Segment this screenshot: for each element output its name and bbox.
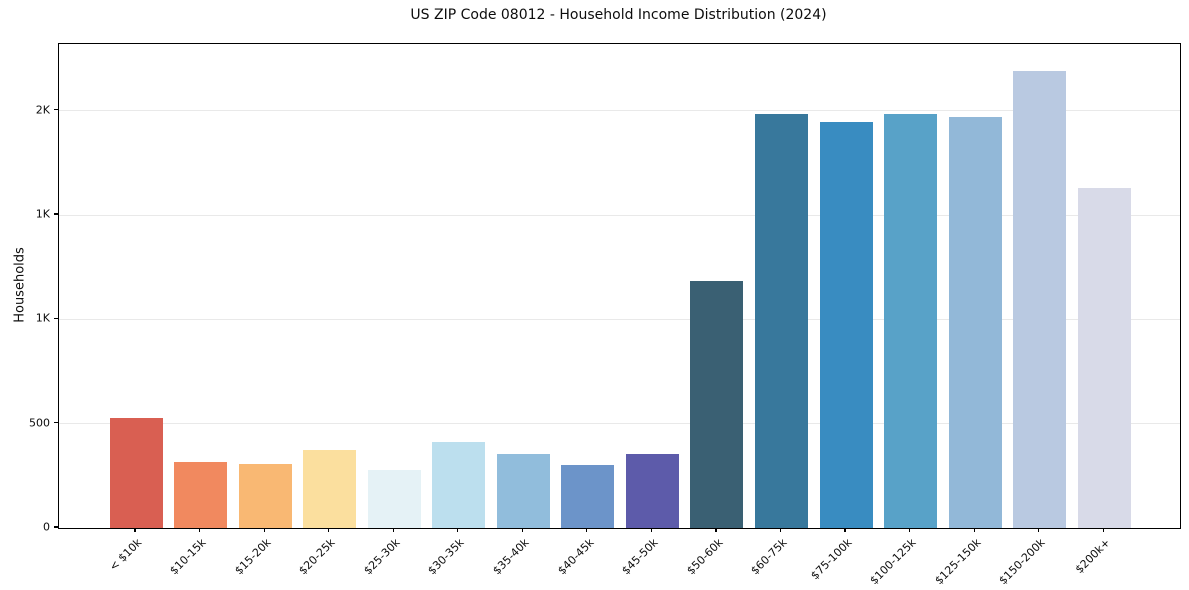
x-tick-mark xyxy=(650,528,652,532)
plot-area xyxy=(58,43,1181,529)
x-tick-label: $10-15k xyxy=(167,536,209,578)
bar xyxy=(561,465,615,528)
y-tick-label: 500 xyxy=(29,416,50,430)
x-tick-mark xyxy=(909,528,911,532)
y-tick-label: 0 xyxy=(43,520,50,534)
x-tick-mark xyxy=(779,528,782,532)
x-tick-label: $30-35k xyxy=(425,536,467,578)
x-tick-label: $50-60k xyxy=(683,536,726,578)
bar xyxy=(884,113,938,528)
x-tick-label: $40-45k xyxy=(554,536,597,578)
x-tick-mark xyxy=(1102,528,1104,532)
x-tick-mark xyxy=(844,528,846,532)
x-tick-mark xyxy=(134,528,136,532)
y-tick-mark xyxy=(54,109,58,111)
bar xyxy=(238,464,292,528)
bar xyxy=(432,442,486,528)
bar xyxy=(948,117,1002,528)
y-tick-mark xyxy=(54,526,58,528)
x-tick-label: $60-75k xyxy=(748,536,790,578)
x-tick-mark xyxy=(1038,528,1040,532)
x-tick-mark xyxy=(198,528,201,532)
x-tick-label: $25-30k xyxy=(361,536,403,578)
x-tick-label: $75-100k xyxy=(808,536,855,583)
bar xyxy=(174,462,228,528)
x-tick-mark xyxy=(457,528,459,532)
bar xyxy=(690,280,744,528)
chart-title: US ZIP Code 08012 - Household Income Dis… xyxy=(410,7,827,23)
x-tick-label: $200k+ xyxy=(1072,536,1113,577)
bar xyxy=(109,418,163,528)
bar xyxy=(496,453,550,528)
gridline xyxy=(59,110,1180,112)
bar xyxy=(367,469,421,528)
x-tick-mark xyxy=(392,528,394,532)
x-tick-label: < $10k xyxy=(106,536,145,574)
x-tick-mark xyxy=(973,528,975,532)
y-tick-mark xyxy=(54,422,58,424)
x-tick-mark xyxy=(328,528,330,532)
y-tick-label: 2K xyxy=(35,103,50,117)
x-tick-label: $45-50k xyxy=(619,536,661,578)
x-tick-label: $125-150k xyxy=(932,536,984,588)
x-tick-mark xyxy=(586,528,588,532)
gridline xyxy=(59,423,1180,425)
bar xyxy=(819,122,873,528)
y-tick-mark xyxy=(54,317,58,319)
gridline xyxy=(59,318,1180,320)
gridline xyxy=(59,214,1180,216)
x-tick-label: $35-40k xyxy=(490,536,532,578)
y-tick-label: 1K xyxy=(35,311,50,325)
y-tick-label: 1K xyxy=(35,207,50,221)
x-tick-label: $150-200k xyxy=(996,536,1048,588)
bar xyxy=(303,449,357,528)
x-tick-label: $20-25k xyxy=(296,536,338,578)
x-tick-mark xyxy=(521,528,523,532)
x-tick-mark xyxy=(715,528,717,532)
bar xyxy=(1077,187,1131,528)
bar xyxy=(625,453,679,528)
x-tick-mark xyxy=(263,528,265,532)
x-tick-label: $15-20k xyxy=(232,536,274,578)
x-tick-label: $100-125k xyxy=(867,536,919,588)
bar xyxy=(755,113,808,528)
y-tick-mark xyxy=(54,213,58,215)
bar xyxy=(1013,71,1067,528)
